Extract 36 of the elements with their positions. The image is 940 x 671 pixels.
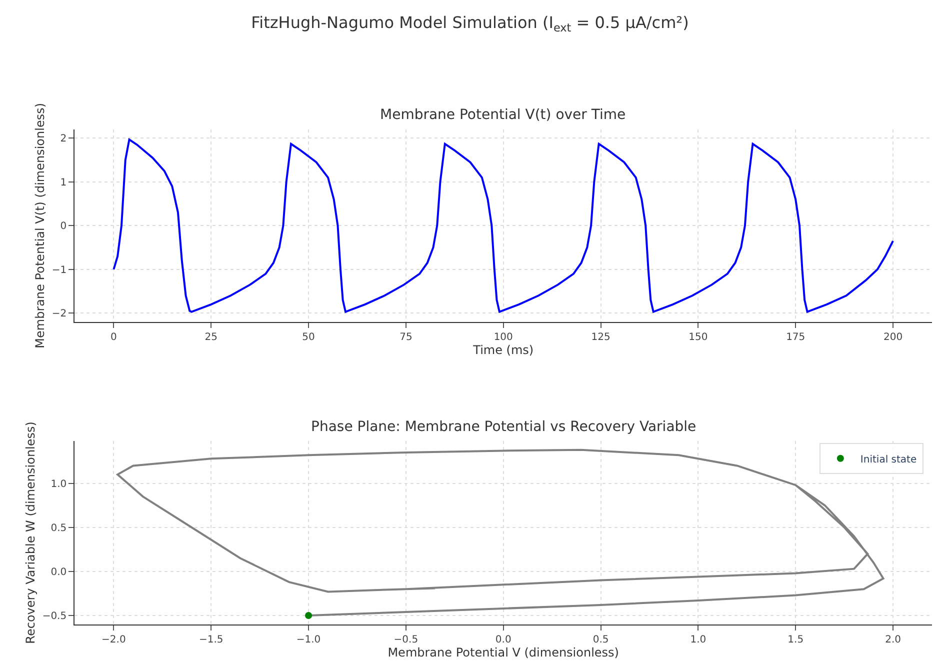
legend-label: Initial state [860,454,917,466]
x-tick-label: −1.0 [296,634,321,646]
y-tick-label: 1 [60,177,67,188]
x-tick-label: 75 [400,332,412,343]
x-tick-label: 50 [302,332,315,343]
x-tick-label: −2.0 [102,634,126,646]
y-tick-label: −0.5 [42,611,67,622]
y-axis-title: Membrane Potential V(t) (dimensionless) [33,102,48,348]
x-tick-label: 25 [204,332,218,343]
y-tick-label: 1.0 [50,478,67,490]
x-tick-label: 1.0 [690,634,706,646]
x-axis-title: Time (ms) [472,342,534,357]
x-tick-label: −0.5 [394,634,418,646]
x-tick-label: 0.0 [495,634,512,646]
x-tick-label: 125 [591,332,610,343]
x-tick-label: 100 [494,332,513,343]
x-tick-label: 150 [688,332,708,343]
chart-title: FitzHugh-Nagumo Model Simulation (I$_{ext}$ = 0.5 µA/cm²) [251,12,689,34]
y-tick-label: 0.0 [50,566,67,578]
x-tick-label: 2.0 [885,634,901,646]
y-axis-title: Recovery Variable W (dimensionless) [24,422,38,644]
x-tick-label: 200 [883,332,903,343]
y-tick-label: 0 [60,221,67,232]
y-tick-label: 0.5 [50,522,67,534]
line-series [112,138,894,313]
x-tick-label: 1.5 [788,634,804,646]
x-tick-label: 0.5 [592,634,609,646]
chart-subtitle: Membrane Potential V(t) over Time [380,107,626,123]
y-tick-label: −1 [52,264,67,276]
chart-subtitle: Phase Plane: Membrane Potential vs Recovery Variable [311,419,696,435]
y-tick-label: −2 [52,308,67,320]
x-tick-label: 0 [110,332,117,343]
y-tick-label: 2 [60,134,67,145]
x-axis-title: Membrane Potential V (dimensionless) [388,645,620,660]
x-tick-label: −1.5 [198,634,224,646]
x-tick-label: 175 [786,332,806,343]
